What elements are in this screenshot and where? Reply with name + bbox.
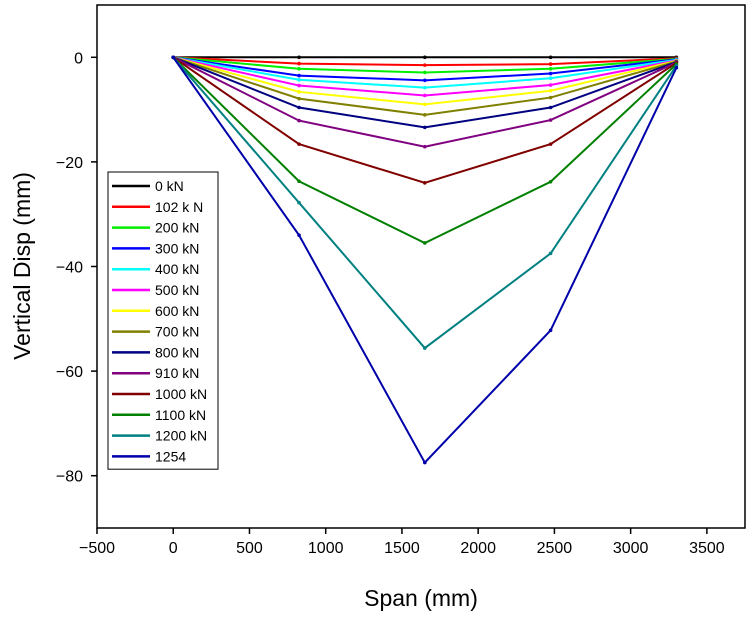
data-point	[171, 55, 176, 60]
data-point	[548, 83, 553, 87]
data-point	[674, 65, 679, 70]
legend-box	[107, 171, 219, 470]
x-tick-label: −500	[79, 540, 115, 557]
legend-label: 200 kN	[155, 220, 199, 236]
data-point	[423, 93, 427, 98]
data-point	[297, 142, 301, 146]
x-tick-label: 500	[236, 540, 263, 557]
data-point	[548, 88, 553, 93]
legend-label: 700 kN	[155, 324, 199, 340]
legend-label: 0 kN	[155, 178, 184, 194]
data-point	[297, 55, 301, 60]
data-point	[423, 181, 427, 185]
legend-label: 1000 kN	[155, 386, 207, 402]
data-point	[548, 328, 553, 333]
data-point	[548, 105, 553, 110]
data-point	[297, 179, 301, 184]
data-point	[423, 113, 427, 117]
data-point	[423, 346, 427, 350]
x-tick-label: 1500	[384, 540, 420, 557]
x-tick-label: 2500	[537, 540, 573, 557]
data-point	[297, 200, 301, 205]
legend-label: 300 kN	[155, 240, 199, 256]
data-point	[423, 102, 427, 107]
x-tick-label: 3500	[689, 540, 725, 557]
data-point	[423, 78, 427, 83]
data-point	[297, 105, 301, 110]
data-point	[423, 125, 427, 130]
data-point	[423, 241, 427, 245]
series-line	[172, 56, 678, 245]
data-point	[423, 63, 427, 67]
legend-label: 102 k N	[155, 199, 203, 215]
data-point	[548, 71, 553, 76]
data-point	[297, 90, 301, 94]
data-point	[297, 233, 301, 237]
legend-label: 600 kN	[155, 303, 199, 319]
y-tick-label: −60	[56, 364, 83, 381]
data-point	[297, 96, 301, 101]
data-point	[548, 251, 553, 256]
data-point	[548, 55, 553, 60]
legend-label: 1254	[155, 448, 186, 464]
x-tick-label: 2000	[460, 540, 496, 557]
data-point	[297, 67, 301, 71]
data-point	[548, 62, 553, 66]
x-tick-label: 1000	[308, 540, 344, 557]
data-point	[548, 142, 553, 146]
y-tick-label: −40	[56, 260, 83, 277]
series-line	[172, 56, 678, 350]
data-point	[548, 179, 553, 184]
data-point	[423, 144, 427, 149]
data-point	[423, 85, 427, 90]
data-point	[548, 118, 553, 122]
y-tick-label: −20	[56, 155, 83, 172]
legend-label: 910 kN	[155, 365, 199, 381]
x-tick-label: 0	[169, 540, 178, 557]
data-point	[297, 73, 301, 78]
data-point	[548, 67, 553, 71]
data-point	[423, 460, 427, 465]
data-point	[548, 76, 553, 81]
legend-label: 500 kN	[155, 282, 199, 298]
y-tick-label: 0	[74, 50, 83, 67]
data-point	[297, 118, 301, 123]
y-axis-label: Vertical Disp (mm)	[9, 172, 35, 360]
y-tick-label: −80	[56, 469, 83, 486]
data-point	[297, 61, 301, 66]
legend-label: 800 kN	[155, 344, 199, 360]
legend-label: 1100 kN	[155, 407, 206, 423]
data-point	[423, 55, 427, 60]
x-tick-label: 3000	[613, 540, 649, 557]
x-axis-label: Span (mm)	[364, 585, 478, 611]
legend: 0 kN 102 k N 200 kN 300 kN 400 kN 500 kN 600 k…	[107, 171, 219, 470]
legend-label: 400 kN	[155, 261, 199, 277]
series-line	[172, 56, 678, 465]
data-point	[423, 70, 427, 75]
data-point	[297, 83, 301, 88]
data-point	[548, 95, 553, 100]
data-point	[297, 77, 301, 82]
legend-label: 1200 kN	[155, 428, 207, 444]
